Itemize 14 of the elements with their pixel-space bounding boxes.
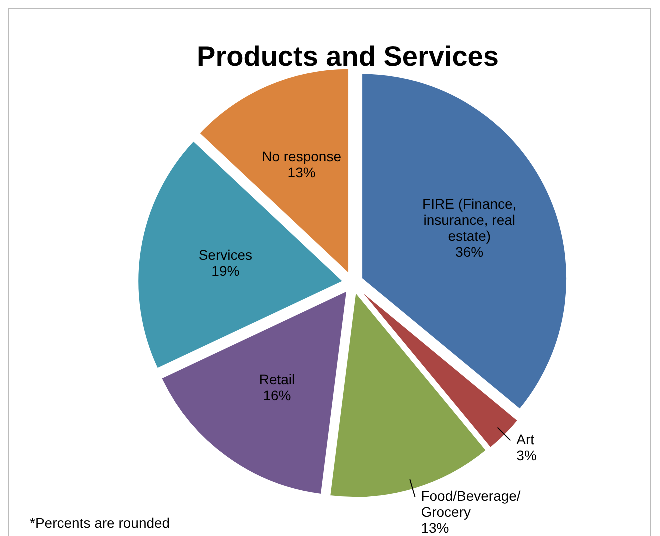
chart-title: Products and Services [197,41,499,72]
data-label: 19% [212,262,240,279]
slice-label: Food/Beverage/ Grocery [421,488,521,520]
text: *Percents are rounded [30,515,170,531]
slice-label: FIRE (Finance, insurance, real estate) [422,196,517,244]
data-label: 36% [456,244,484,260]
slice-label: Retail [259,371,296,388]
slice-label: Services [198,246,253,263]
data-label: 3% [516,448,537,464]
slice-label: Art [516,432,535,448]
data-label: 13% [288,164,316,181]
data-label: 16% [263,387,292,404]
slice-label: No response [262,148,342,165]
data-label: 13% [421,520,450,536]
